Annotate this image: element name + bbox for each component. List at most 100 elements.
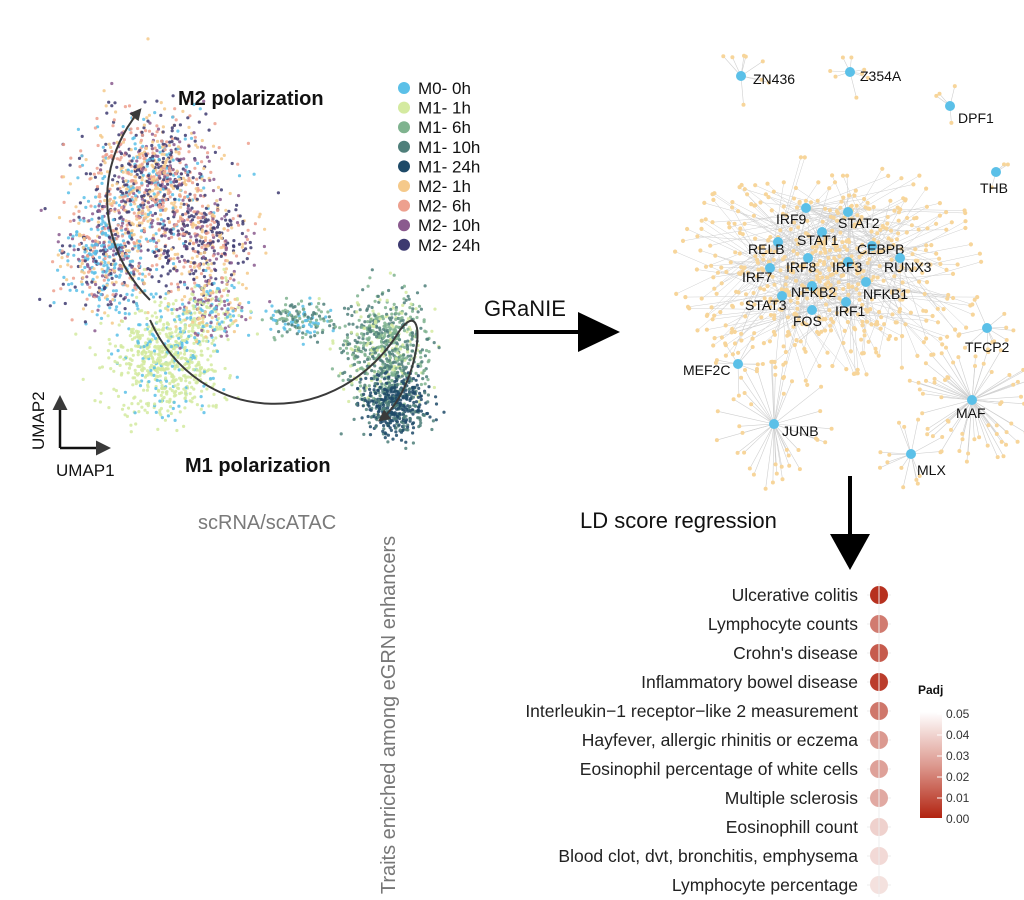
umap-cell-point — [344, 346, 349, 350]
umap-cell-point — [193, 166, 197, 170]
umap-cell-point — [176, 282, 180, 286]
umap-cell-point — [200, 333, 204, 337]
umap-cell-point — [264, 309, 268, 313]
umap-cell-point — [189, 136, 194, 140]
network-edge — [950, 399, 973, 431]
umap-cell-point — [415, 383, 419, 387]
network-edge — [732, 309, 813, 330]
umap-cell-point — [245, 271, 249, 275]
target-gene-node — [842, 244, 847, 249]
target-gene-node — [862, 328, 867, 333]
umap-cell-point — [131, 156, 135, 160]
umap-cell-point — [142, 349, 146, 353]
umap-cell-point — [155, 320, 159, 324]
umap-cell-point — [380, 375, 384, 379]
umap-cell-point — [295, 332, 299, 336]
target-gene-node — [938, 261, 943, 267]
umap-cell-point — [76, 257, 81, 261]
umap-cell-point — [214, 257, 219, 261]
umap-cell-point — [369, 415, 373, 419]
umap-cell-point — [99, 292, 103, 297]
umap-cell-point — [411, 377, 415, 381]
umap-cell-point — [127, 312, 131, 316]
umap-cell-point — [182, 258, 186, 262]
umap-cell-point — [207, 128, 211, 132]
umap-cell-point — [85, 235, 89, 239]
umap-cell-point — [178, 306, 182, 310]
umap-cell-point — [332, 322, 336, 327]
umap-cell-point — [381, 347, 385, 351]
target-gene-node — [794, 278, 798, 283]
network-edge — [742, 423, 775, 434]
umap-cell-point — [167, 188, 171, 192]
umap-cell-point — [117, 310, 121, 315]
umap-cell-point — [192, 265, 196, 269]
umap-cell-point — [167, 220, 171, 224]
umap-cell-point — [146, 192, 150, 196]
umap-cell-point — [433, 307, 437, 311]
target-gene-node — [899, 365, 905, 370]
umap-cell-point — [115, 182, 119, 186]
umap-cell-point — [186, 99, 190, 103]
umap-cell-point — [165, 153, 169, 157]
target-gene-node — [849, 203, 854, 208]
umap-cell-point — [154, 374, 159, 378]
umap-cell-point — [130, 169, 134, 173]
umap-cell-point — [211, 189, 216, 193]
network-edge — [783, 231, 823, 379]
target-gene-node — [887, 246, 892, 251]
umap-cell-point — [147, 208, 151, 212]
umap-cell-point — [366, 320, 370, 324]
umap-cell-point — [200, 242, 204, 246]
umap-cell-point — [204, 112, 208, 116]
umap-cell-point — [192, 102, 196, 107]
umap-cell-point — [361, 334, 365, 338]
target-gene-node — [869, 322, 874, 327]
umap-cell-point — [195, 275, 199, 280]
umap-cell-point — [184, 247, 188, 251]
network-edge — [773, 393, 785, 425]
umap-cell-point — [244, 286, 248, 290]
umap-cell-point — [98, 400, 102, 404]
umap-cell-point — [130, 402, 134, 406]
target-gene-node — [805, 382, 810, 387]
umap-cell-point — [72, 253, 76, 257]
umap-cell-point — [168, 387, 172, 391]
umap-cell-point — [144, 129, 148, 133]
umap-cell-point — [183, 323, 187, 327]
network-edge — [731, 267, 771, 333]
network-edge — [733, 398, 775, 425]
network-edge — [805, 198, 865, 209]
umap-cell-point — [146, 201, 151, 205]
umap-cell-point — [170, 140, 174, 144]
umap-cell-point — [235, 375, 239, 379]
umap-cell-point — [220, 280, 224, 284]
umap-cell-point — [133, 311, 137, 315]
umap-cell-point — [172, 180, 176, 184]
umap-cell-point — [229, 223, 233, 227]
target-gene-node — [736, 209, 741, 214]
umap-cell-point — [424, 330, 428, 334]
umap-cell-point — [360, 325, 364, 329]
umap-cell-point — [357, 346, 361, 350]
umap-cell-point — [108, 342, 112, 346]
target-gene-node — [854, 287, 859, 292]
umap-cell-point — [387, 375, 391, 379]
umap-cell-point — [158, 295, 162, 299]
umap-cell-point — [199, 252, 203, 256]
umap-cell-point — [99, 262, 103, 266]
umap-cell-point — [371, 399, 375, 403]
network-edge — [771, 361, 775, 425]
target-gene-node — [880, 166, 885, 171]
umap-cell-point — [209, 377, 213, 381]
umap-cell-point — [228, 191, 232, 196]
network-edge — [865, 281, 943, 345]
umap-cell-point — [416, 409, 420, 413]
target-gene-node — [877, 264, 882, 268]
umap-cell-point — [194, 143, 198, 147]
umap-cell-point — [127, 366, 132, 370]
target-gene-node — [888, 228, 894, 233]
legend-swatch — [398, 82, 410, 94]
umap-cell-point — [140, 373, 144, 377]
umap-cell-point — [112, 283, 116, 287]
